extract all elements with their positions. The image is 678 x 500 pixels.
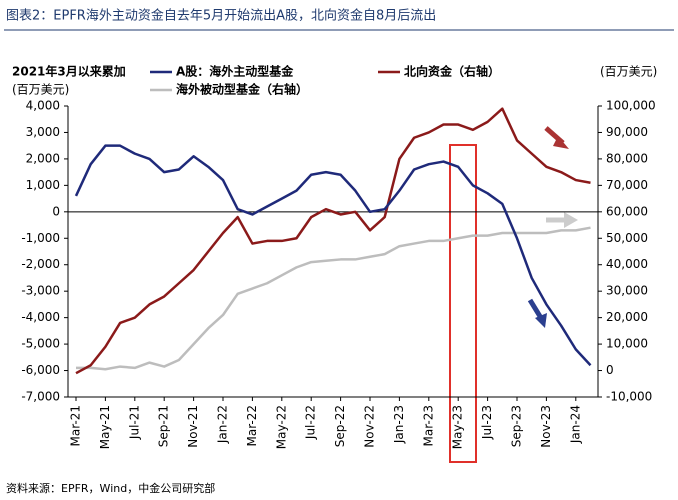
x-tick-label: Nov-22 <box>363 405 377 448</box>
x-tick-label: Sep-23 <box>510 405 524 447</box>
y-tick-label: -1,000 <box>21 231 60 245</box>
y-tick-label: 0 <box>52 204 60 218</box>
y2-tick-label: 100,000 <box>606 99 656 113</box>
x-tick-label: Sep-22 <box>333 405 347 447</box>
y2-tick-label: 40,000 <box>606 257 648 271</box>
x-tick-label: Sep-21 <box>157 405 171 447</box>
y-tick-label: -6,000 <box>21 363 60 377</box>
arrowhead <box>535 313 547 328</box>
y-tick-label: -7,000 <box>21 390 60 404</box>
source-note: 资料来源：EPFR，Wind，中金公司研究部 <box>6 481 215 495</box>
x-tick-label: Nov-21 <box>186 405 200 448</box>
x-tick-label: Mar-21 <box>69 405 83 446</box>
y2-tick-label: 80,000 <box>606 151 648 165</box>
y-axis-label: (百万美元) <box>12 83 69 97</box>
x-tick-label: Jul-23 <box>480 405 494 440</box>
legend-label: 北向资金（右轴） <box>404 64 500 79</box>
x-tick-label: May-21 <box>98 405 112 449</box>
y-tick-label: 2,000 <box>26 151 60 165</box>
y-tick-label: 4,000 <box>26 99 60 113</box>
y2-tick-label: 70,000 <box>606 178 648 192</box>
legend: A股：海外主动型基金 北向资金（右轴） 海外被动型基金（右轴） <box>150 64 500 97</box>
subtitle: 2021年3月以来累加 <box>12 64 126 79</box>
legend-label: 海外被动型基金（右轴） <box>176 82 308 97</box>
series-line <box>75 107 591 375</box>
chart-title: 图表2：EPFR海外主动资金自去年5月开始流出A股，北向资金自8月后流出 <box>6 8 436 24</box>
y-tick-label: -5,000 <box>21 337 60 351</box>
y2-tick-label: -10,000 <box>606 390 652 404</box>
y2-tick-label: 30,000 <box>606 284 648 298</box>
series-line <box>74 144 592 367</box>
arrowhead <box>553 136 569 149</box>
series-line <box>76 226 591 371</box>
x-tick-label: Jul-22 <box>304 405 318 440</box>
y2-tick-label: 90,000 <box>606 125 648 139</box>
y2-tick-label: 20,000 <box>606 310 648 324</box>
y-tick-label: 3,000 <box>26 125 60 139</box>
x-tick-label: May-23 <box>451 405 465 449</box>
y-tick-label: -3,000 <box>21 284 60 298</box>
y2-tick-label: 50,000 <box>606 231 648 245</box>
y2-tick-label: 0 <box>606 363 614 377</box>
y2-tick-label: 10,000 <box>606 337 648 351</box>
x-tick-label: Nov-23 <box>539 405 553 448</box>
y2-tick-label: 60,000 <box>606 204 648 218</box>
legend-label: A股：海外主动型基金 <box>176 64 294 79</box>
x-tick-label: Jan-24 <box>568 405 582 444</box>
highlight-box <box>449 144 477 463</box>
x-tick-label: Mar-22 <box>245 405 259 446</box>
x-tick-label: May-22 <box>274 405 288 449</box>
x-tick-label: Mar-23 <box>421 405 435 446</box>
y-tick-label: -2,000 <box>21 257 60 271</box>
x-tick-label: Jul-21 <box>127 405 141 440</box>
y-tick-label: -4,000 <box>21 310 60 324</box>
y2-axis-label: (百万美元) <box>600 65 657 79</box>
y-tick-label: 1,000 <box>26 178 60 192</box>
x-tick-label: Jan-22 <box>216 405 230 444</box>
x-tick-label: Jan-23 <box>392 405 406 444</box>
arrow <box>527 298 544 320</box>
arrowhead <box>564 212 578 228</box>
